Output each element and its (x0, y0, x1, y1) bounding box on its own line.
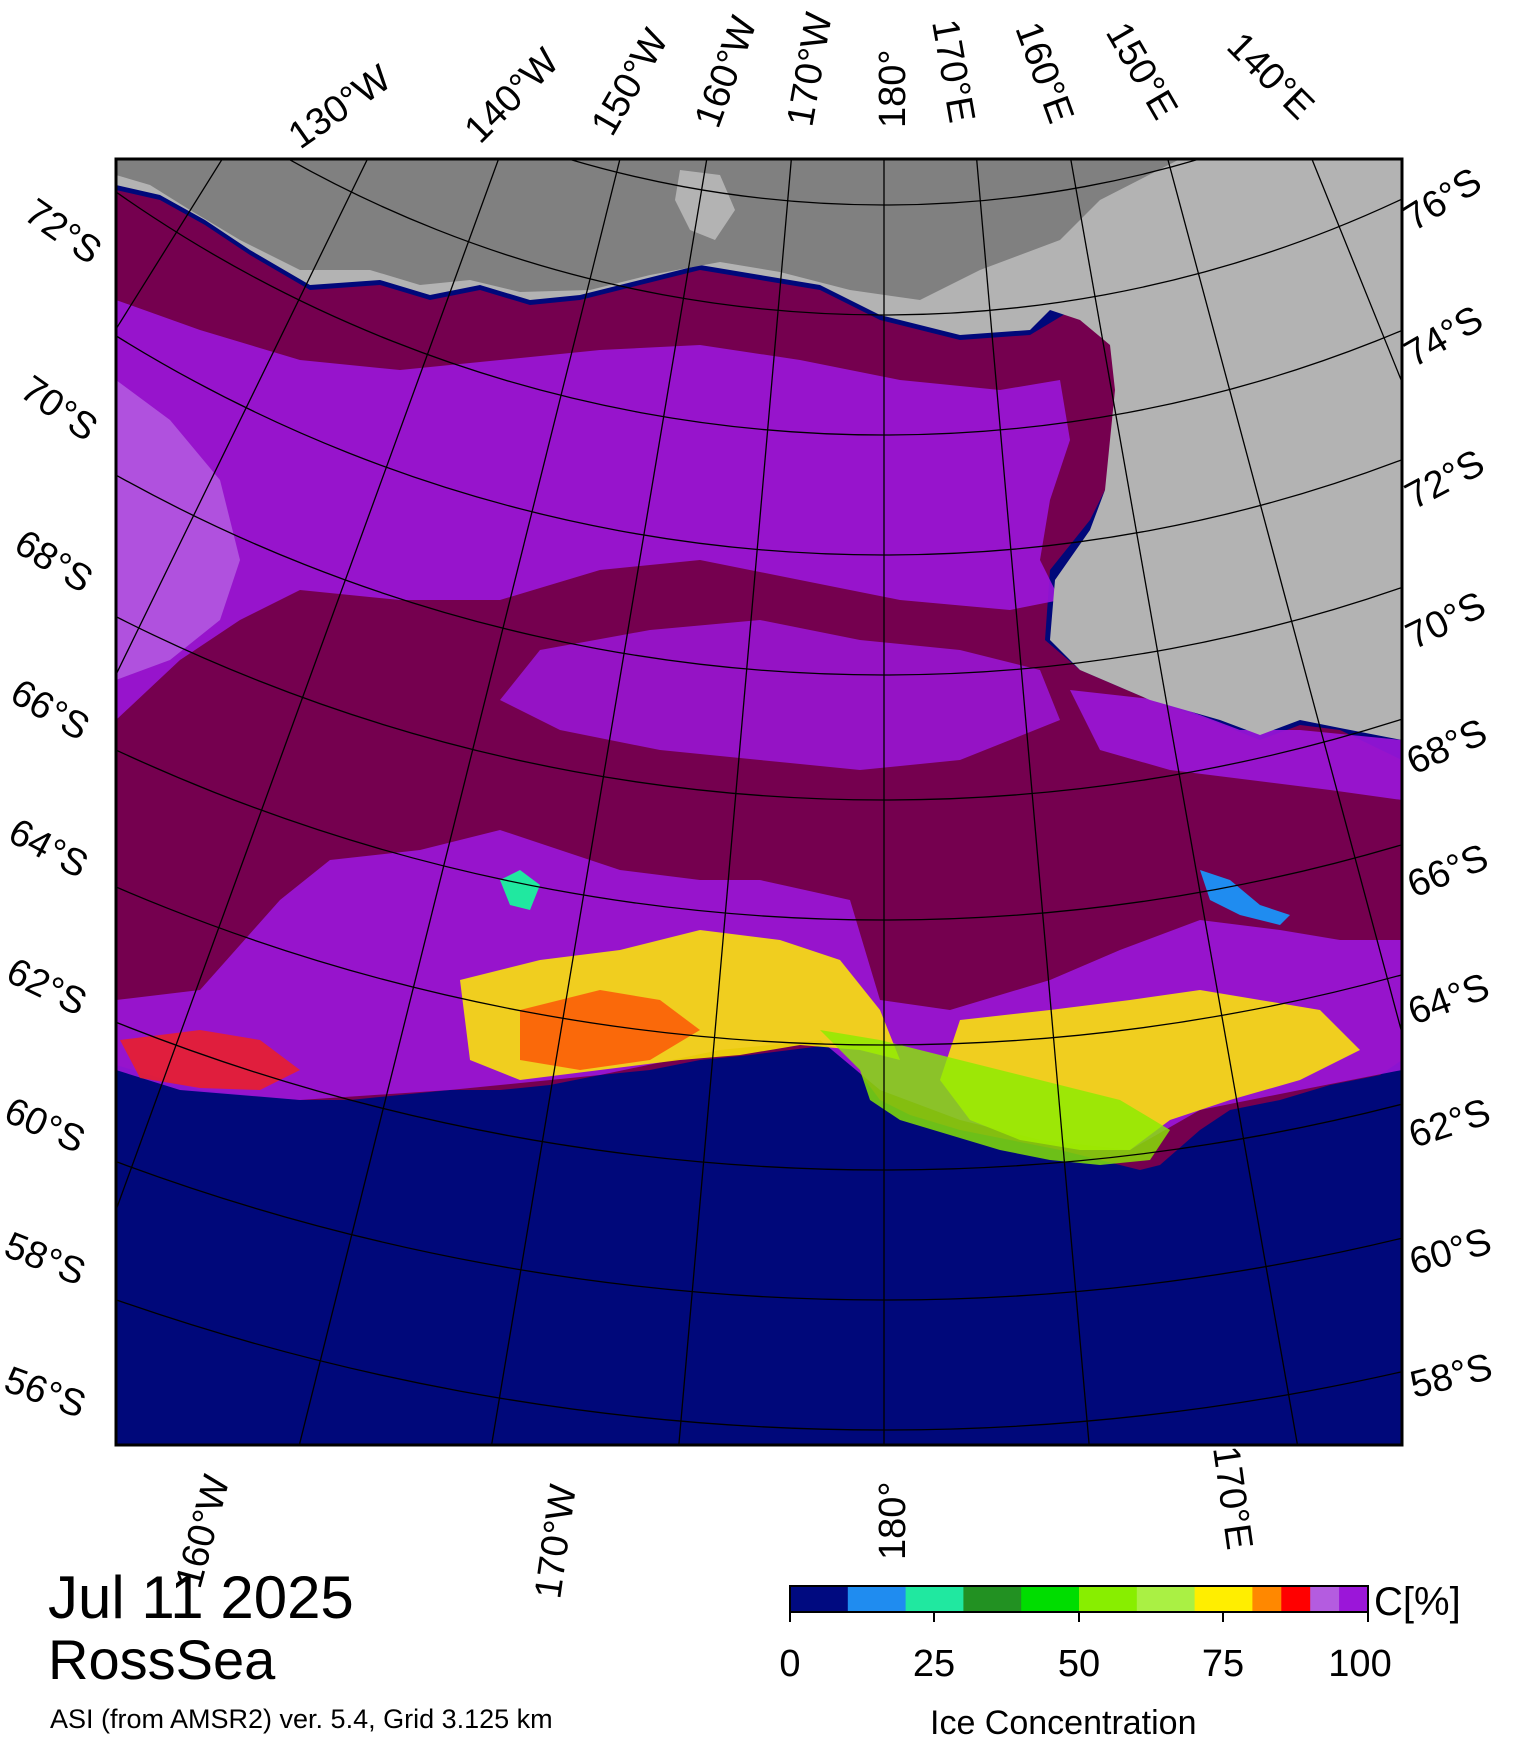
ice-purple-band-mid (500, 620, 1060, 770)
colorbar-swatch (1310, 1586, 1340, 1612)
lat-label-left: 70°S (13, 368, 105, 450)
lon-label-bottom: 170°W (527, 1482, 585, 1601)
longitude-line (975, 159, 1090, 1445)
product-info: ASI (from AMSR2) ver. 5.4, Grid 3.125 km (50, 1704, 553, 1734)
lat-label-left: 58°S (0, 1224, 91, 1294)
colorbar-ticks (789, 1612, 1369, 1622)
colorbar-swatch (963, 1586, 1022, 1612)
lon-label-top: 150°E (1097, 16, 1185, 127)
colorbar: 0 25 50 75 100 (779, 1585, 1392, 1685)
lat-label-right: 60°S (1405, 1220, 1496, 1283)
colorbar-swatch (1252, 1586, 1282, 1612)
colorbar-swatch (1339, 1586, 1369, 1612)
ice-purple-band-north (116, 300, 1070, 720)
lon-label-top: 130°W (281, 57, 399, 157)
lon-label-top: 160°W (687, 11, 766, 133)
lat-label-right: 64°S (1403, 966, 1495, 1034)
marginal-ice-green (820, 1030, 1170, 1165)
longitude-line (116, 159, 369, 677)
colorbar-swatch (905, 1586, 964, 1612)
lat-label-left: 64°S (2, 811, 95, 887)
lon-label-top: 140°W (457, 41, 568, 152)
lat-label-left: 66°S (4, 671, 97, 749)
lat-label-right: 68°S (1401, 711, 1494, 783)
lat-label-left: 72°S (17, 191, 109, 273)
lat-label-left: 68°S (7, 522, 99, 602)
lon-label-top: 170°W (780, 9, 841, 129)
lat-label-right: 58°S (1406, 1346, 1497, 1407)
graticule (116, 0, 1520, 1445)
longitude-line (298, 159, 621, 1445)
longitude-line (116, 159, 224, 331)
lon-label-top: 150°W (583, 22, 677, 142)
lon-label-top: 180° (872, 49, 914, 128)
right-latitude-labels: 76°S 74°S 72°S 70°S 68°S 66°S 64°S 62°S … (1397, 160, 1497, 1407)
polynya-west (500, 870, 540, 910)
map-date: Jul 11 2025 (48, 1564, 354, 1631)
longitude-line (116, 159, 500, 1212)
colorbar-swatch (847, 1586, 907, 1612)
colorbar-swatch (1021, 1586, 1080, 1612)
colorbar-swatch (1281, 1586, 1311, 1612)
longitude-line (1167, 159, 1402, 1036)
colorbar-unit: C[%] (1374, 1580, 1461, 1624)
lat-label-left: 60°S (0, 1090, 91, 1162)
lon-label-bottom: 170°E (1204, 1443, 1260, 1552)
lon-label-top: 170°E (923, 16, 982, 126)
lon-label-top: 160°E (1007, 17, 1082, 129)
longitude-line (678, 159, 793, 1445)
lat-label-right: 74°S (1398, 298, 1491, 376)
longitude-line (1311, 159, 1402, 384)
colorbar-tick-label: 50 (1058, 1643, 1100, 1685)
colorbar-tick-label: 75 (1202, 1643, 1244, 1685)
antarctica-land (116, 159, 1402, 740)
map-region: RossSea (48, 1628, 276, 1691)
lat-label-right: 62°S (1404, 1091, 1496, 1157)
colorbar-swatch (1079, 1586, 1138, 1612)
polynya-east (1200, 870, 1290, 925)
colorbar-title: Ice Concentration (930, 1704, 1197, 1742)
colorbar-tick-label: 25 (913, 1643, 955, 1685)
lat-label-right: 72°S (1399, 442, 1492, 518)
lat-label-right: 66°S (1402, 836, 1495, 906)
colorbar-tick-label: 0 (779, 1643, 800, 1685)
lat-label-right: 76°S (1397, 160, 1489, 240)
colorbar-swatch (790, 1586, 849, 1612)
colorbar-swatch (1194, 1586, 1253, 1612)
colorbar-tick-label: 100 (1328, 1643, 1391, 1685)
lat-label-left: 56°S (0, 1359, 91, 1427)
longitude-line (1070, 159, 1299, 1445)
lon-label-top: 140°E (1219, 25, 1322, 128)
map-area (116, 159, 1402, 1445)
map-frame (114, 157, 1404, 1447)
longitude-line (490, 159, 708, 1445)
ice-light-purple-streak (116, 380, 240, 680)
left-latitude-labels: 72°S 70°S 68°S 66°S 64°S 62°S 60°S 58°S … (0, 191, 109, 1427)
colorbar-swatch (1136, 1586, 1196, 1612)
top-longitude-labels: 130°W 140°W 150°W 160°W 170°W 180° 170°E… (281, 9, 1322, 157)
lat-label-left: 62°S (0, 950, 93, 1024)
lon-label-bottom: 180° (872, 1481, 914, 1560)
lat-label-right: 70°S (1400, 584, 1493, 658)
longitude-line (1500, 0, 1520, 1149)
ice-shelf (116, 159, 1180, 300)
ice-purple-band-east (1070, 690, 1402, 800)
